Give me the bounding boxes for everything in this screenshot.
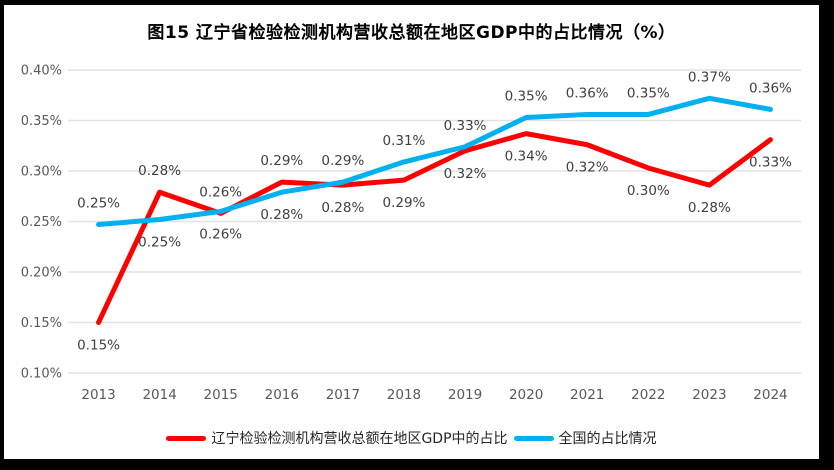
legend: 辽宁检验检测机构营收总额在地区GDP中的占比 全国的占比情况 — [4, 428, 819, 448]
data-label: 0.28% — [321, 200, 364, 216]
data-label: 0.25% — [77, 196, 120, 212]
line-chart-plot-area: 0.40% 0.35% 0.30% 0.25% 0.20% 0.15% 0.10% 2013 2… — [21, 64, 801, 403]
x-axis-tick-label: 2021 — [570, 387, 604, 403]
y-axis-tick-label: 0.20% — [21, 266, 62, 281]
x-axis-tick-label: 2017 — [326, 387, 360, 403]
legend-label-national: 全国的占比情况 — [558, 431, 657, 447]
x-axis-tick-label: 2024 — [753, 387, 787, 403]
chart-canvas: 图15 辽宁省检验检测机构营收总额在地区GDP中的占比情况（%） 0.40% 0.… — [4, 5, 819, 459]
x-axis-tick-label: 2018 — [387, 387, 421, 403]
data-label: 0.33% — [749, 155, 792, 171]
y-axis-tick-label: 0.30% — [21, 165, 62, 180]
y-axis-tick-label: 0.10% — [21, 367, 62, 382]
x-axis-tick-label: 2019 — [448, 387, 482, 403]
legend-item-liaoning: 辽宁检验检测机构营收总额在地区GDP中的占比 — [166, 428, 508, 448]
chart-title: 图15 辽宁省检验检测机构营收总额在地区GDP中的占比情况（%） — [147, 23, 676, 43]
data-label: 0.32% — [566, 160, 609, 176]
y-axis-tick-label: 0.15% — [21, 316, 62, 331]
data-label: 0.29% — [321, 153, 364, 169]
data-label: 0.37% — [688, 69, 731, 85]
red-line-swatch-icon — [166, 435, 207, 441]
data-label: 0.28% — [260, 207, 303, 223]
data-label: 0.34% — [505, 149, 548, 165]
data-label: 0.28% — [138, 163, 181, 179]
data-label: 0.29% — [383, 195, 426, 211]
x-axis-tick-label: 2022 — [631, 387, 665, 403]
data-label: 0.25% — [138, 234, 181, 250]
x-axis-tick-label: 2020 — [509, 387, 543, 403]
data-label: 0.33% — [444, 118, 487, 134]
blue-line-swatch-icon — [513, 435, 554, 441]
data-label: 0.30% — [627, 183, 670, 199]
data-label: 0.35% — [505, 88, 548, 104]
series-line-0 — [96, 131, 773, 325]
data-label: 0.36% — [749, 80, 792, 96]
x-axis-tick-label: 2023 — [692, 387, 726, 403]
data-label: 0.35% — [627, 85, 670, 101]
data-label: 0.26% — [199, 226, 242, 242]
data-label: 0.15% — [77, 338, 120, 354]
data-label: 0.29% — [260, 153, 303, 169]
y-axis-tick-label: 0.25% — [21, 215, 62, 230]
legend-label-liaoning: 辽宁检验检测机构营收总额在地区GDP中的占比 — [211, 431, 508, 447]
data-label: 0.36% — [566, 85, 609, 101]
x-axis-tick-label: 2013 — [81, 387, 115, 403]
y-axis-tick-label: 0.35% — [21, 114, 62, 129]
x-axis-tick-label: 2014 — [142, 387, 176, 403]
legend-item-national: 全国的占比情况 — [513, 428, 657, 448]
data-label: 0.32% — [444, 166, 487, 182]
data-label: 0.28% — [688, 200, 731, 216]
y-axis-tick-label: 0.40% — [21, 64, 62, 79]
x-axis-tick-label: 2016 — [265, 387, 299, 403]
data-label: 0.31% — [383, 133, 426, 149]
series-line-1 — [96, 95, 773, 228]
x-axis-tick-label: 2015 — [204, 387, 238, 403]
data-label: 0.26% — [199, 184, 242, 200]
